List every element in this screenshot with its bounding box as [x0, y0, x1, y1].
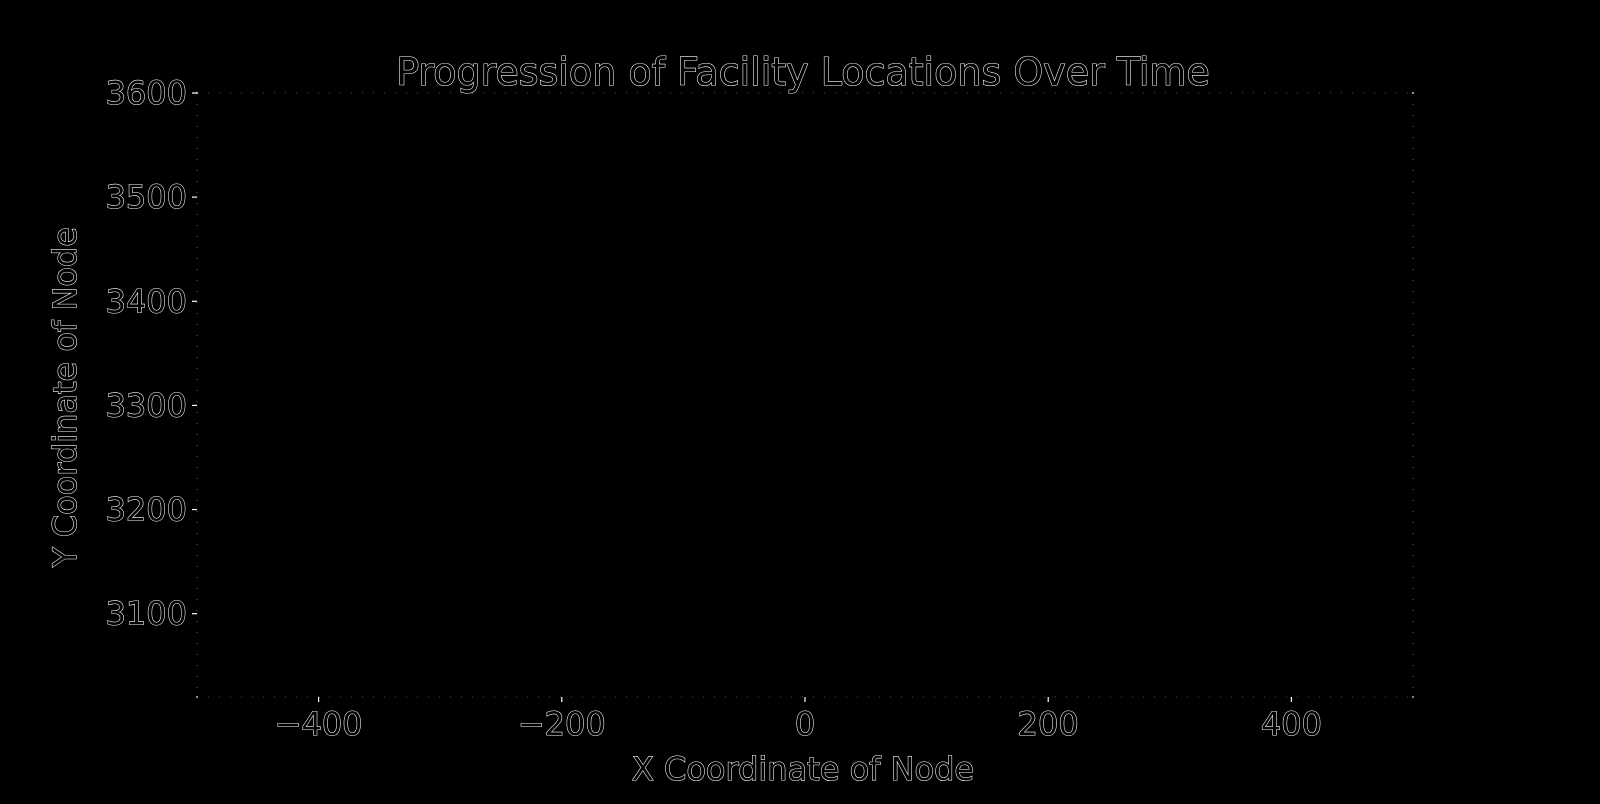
y-tick-label: 3400	[106, 282, 187, 320]
x-tick-label: −200	[518, 705, 606, 743]
plot-area	[195, 91, 1415, 699]
chart-title: Progression of Facility Locations Over T…	[396, 50, 1210, 94]
x-tick-label: 200	[1018, 705, 1079, 743]
y-tick-label: 3100	[106, 595, 187, 633]
plot-corner-1	[1411, 91, 1415, 95]
y-tick-label: 3200	[106, 491, 187, 529]
y-axis: 3100 3200 3300 3400 3500 3600	[105, 73, 197, 633]
x-tick-label: 0	[795, 705, 815, 743]
plot-corner-3	[1411, 695, 1415, 699]
y-tick-label: 3300	[106, 386, 187, 424]
y-axis-label: Y Coordinate of Node	[46, 227, 84, 568]
x-tick-label: 400	[1261, 705, 1322, 743]
x-tick-label: −400	[275, 705, 363, 743]
plot-corner-2	[195, 695, 199, 699]
x-axis: −400 −200 0 200 400	[274, 697, 1322, 744]
y-tick-label: 3600	[106, 74, 187, 112]
x-axis-label: X Coordinate of Node	[632, 750, 974, 788]
y-tick-label: 3500	[106, 178, 187, 216]
